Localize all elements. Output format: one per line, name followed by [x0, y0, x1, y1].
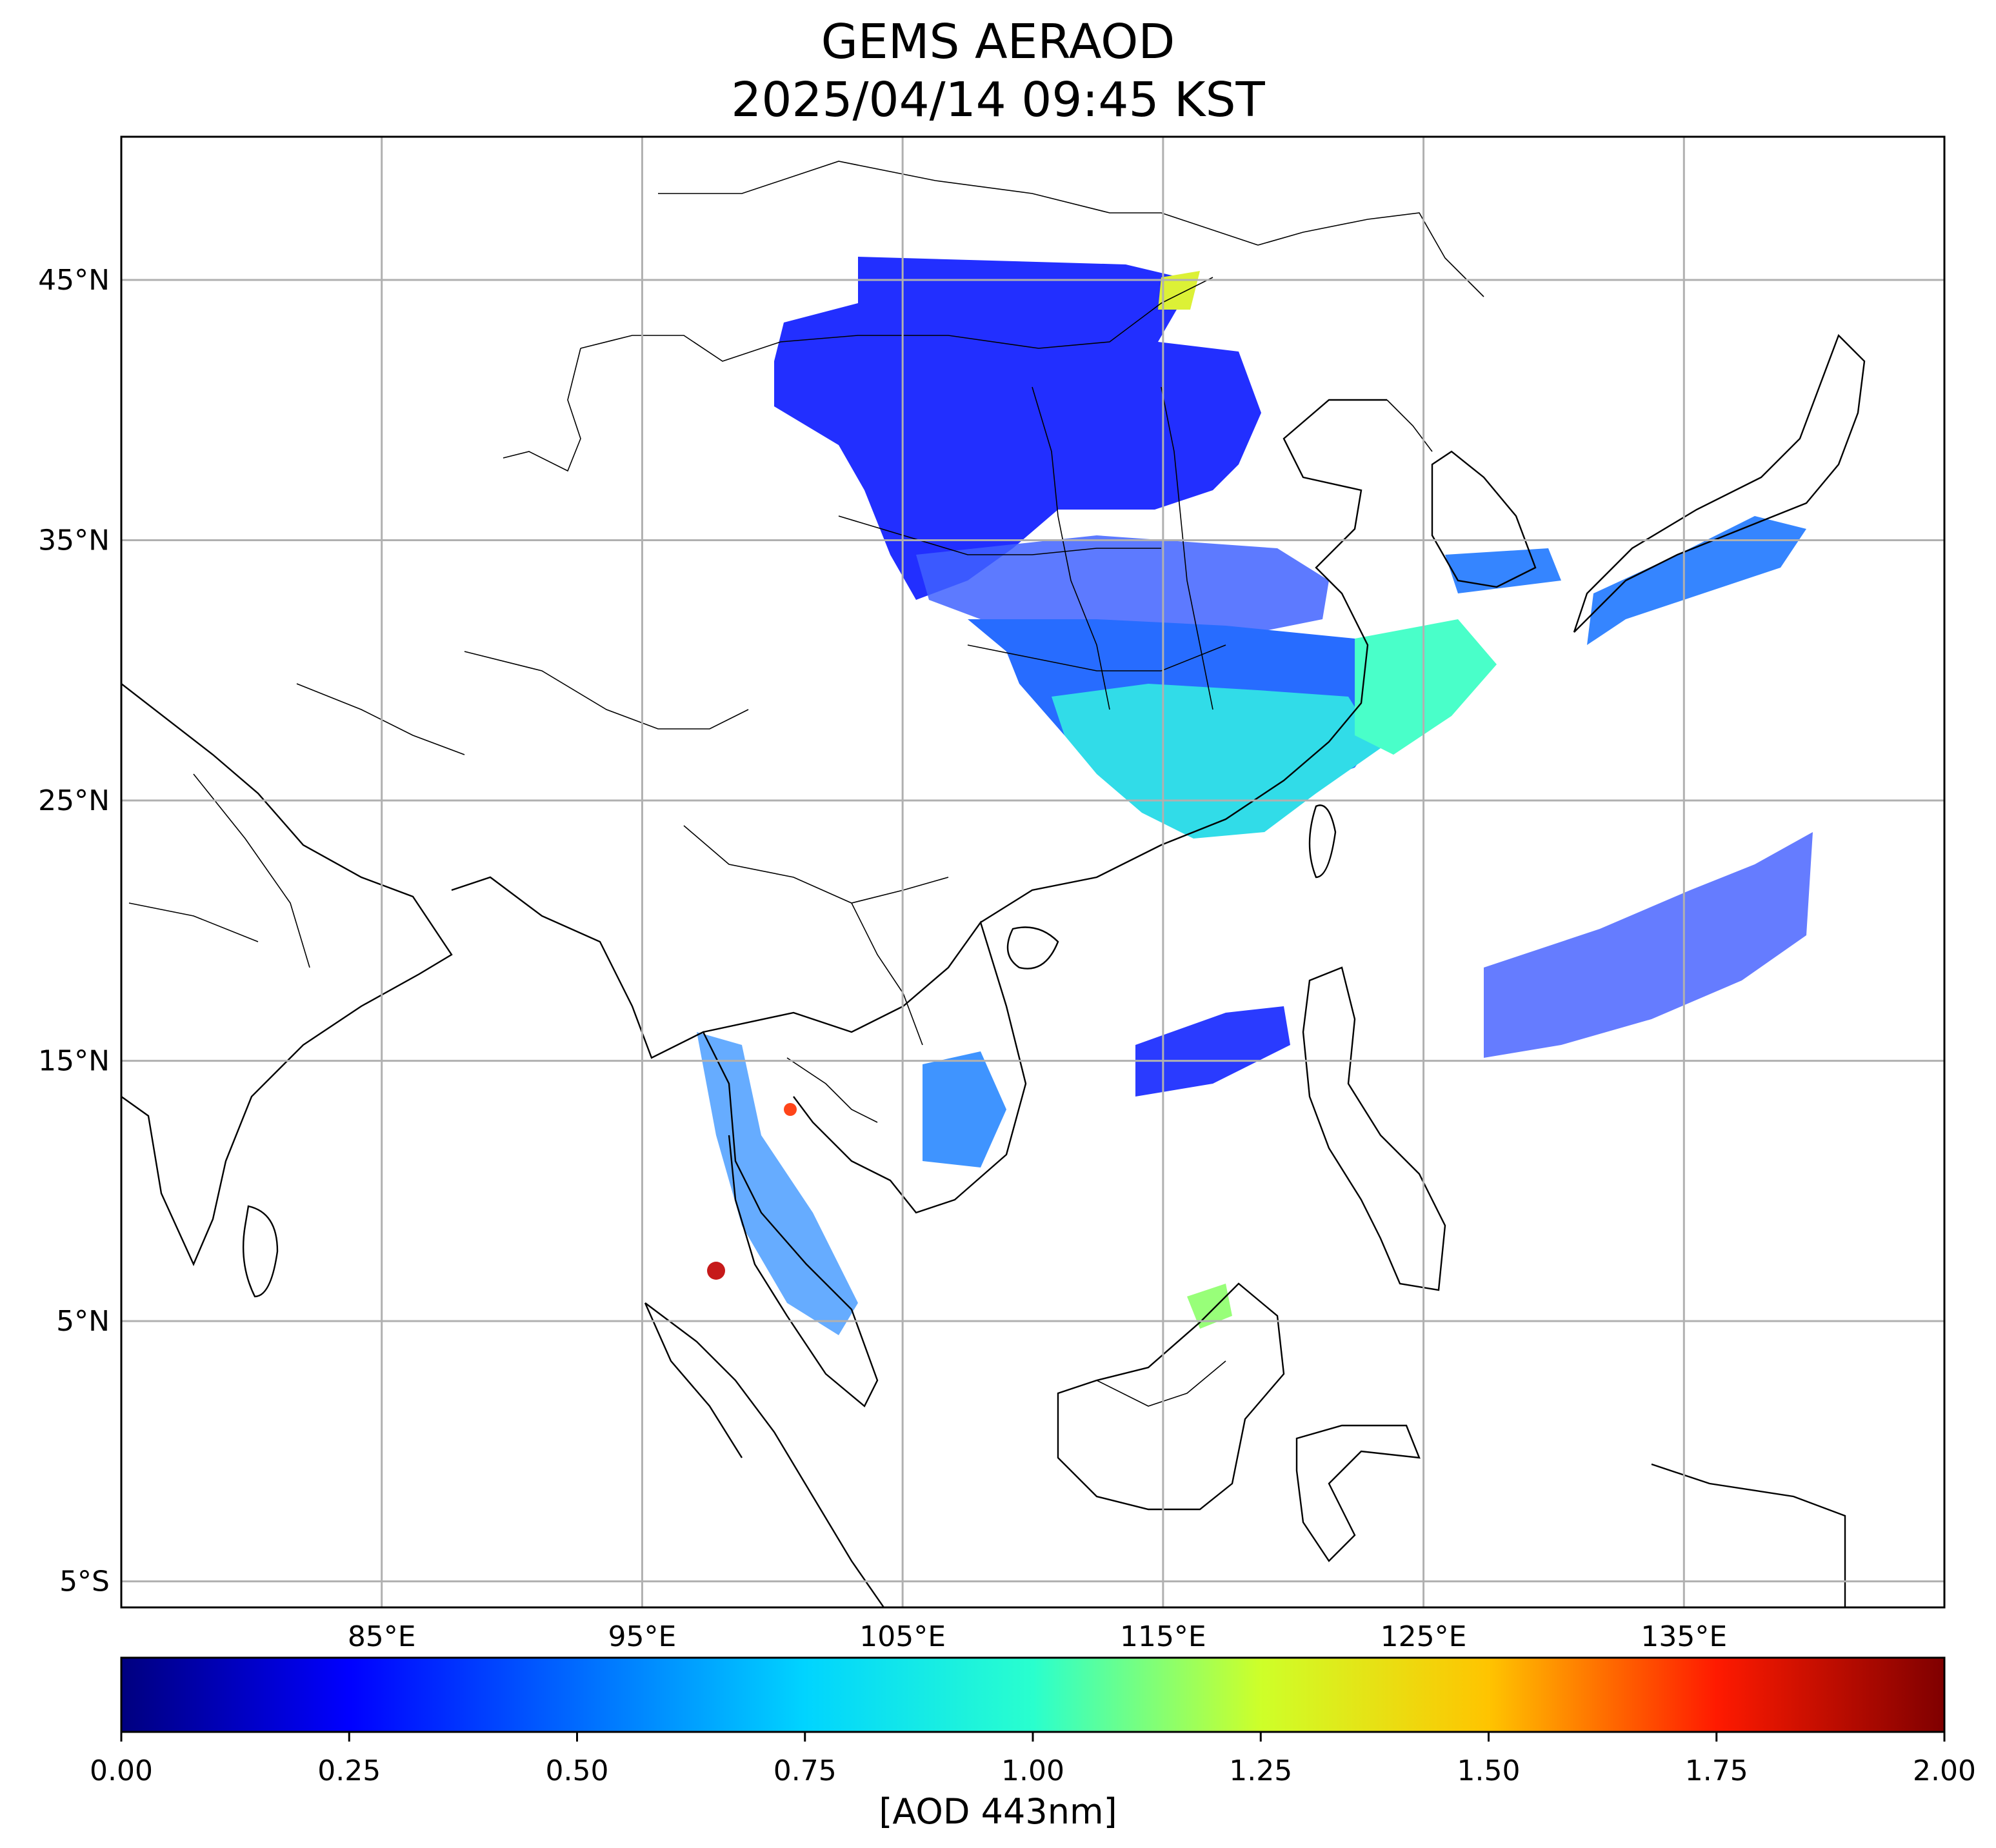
border-india-nepal [296, 683, 465, 755]
colorbar-tick-label: 1.25 [1229, 1754, 1292, 1787]
latitude-labels: 45°N 35°N 25°N 15°N 5°N 5°S [38, 264, 110, 1598]
colorbar-tick-label: 1.00 [1001, 1754, 1064, 1787]
coast-india [121, 683, 453, 1266]
border-china-russia-ne [1257, 212, 1484, 297]
colorbar-label: [AOD 443nm] [879, 1791, 1117, 1832]
coast-sri-lanka [242, 1205, 279, 1298]
coast-borneo [1057, 1282, 1285, 1511]
border-china-kazakhstan [580, 335, 781, 362]
coastline-layer [121, 333, 1866, 1607]
lat-tick-label: 25°N [38, 784, 110, 817]
lat-tick-label: 5°N [56, 1305, 110, 1338]
colorbar-gradient [121, 1658, 1944, 1732]
coast-burma-thailand-malay [451, 876, 879, 1407]
colorbar-tick-label: 1.75 [1685, 1754, 1748, 1787]
coast-taiwan [1308, 804, 1337, 879]
aod-patch-north-china [774, 257, 1261, 600]
border-provinces-d [1161, 386, 1213, 710]
coast-indochina [703, 920, 1027, 1214]
coast-hainan [1006, 926, 1059, 969]
lon-tick-label: 95°E [608, 1620, 677, 1653]
aod-patch-pacific [1484, 832, 1813, 1058]
gridline-layer [121, 137, 1944, 1607]
border-laos-vietnam [851, 902, 923, 1046]
coast-philippines [1302, 966, 1446, 1291]
lat-tick-label: 15°N [38, 1045, 110, 1078]
border-korea-china [1386, 399, 1433, 452]
aod-patch-borneo [1187, 1284, 1232, 1329]
border-provinces-a [838, 515, 1161, 555]
aod-patch-yellow-river [916, 535, 1329, 639]
border-china-central-asia [503, 348, 581, 472]
lon-tick-label: 125°E [1381, 1620, 1467, 1653]
colorbar-ticks: 0.00 0.25 0.50 0.75 1.00 1.25 1.50 1.75 2.00 [90, 1732, 1976, 1787]
lon-tick-label: 105°E [859, 1620, 946, 1653]
chart-title: GEMS AERAOD [821, 14, 1175, 70]
lon-tick-label: 85°E [348, 1620, 416, 1653]
coast-sumatra [644, 1302, 884, 1607]
coast-korea [1431, 450, 1537, 588]
lon-tick-label: 115°E [1120, 1620, 1206, 1653]
country-border-layer [128, 161, 1484, 1407]
coast-new-guinea [1651, 1463, 1846, 1607]
aod-spot-high [707, 1262, 725, 1280]
colorbar-tick-label: 2.00 [1913, 1754, 1976, 1787]
chart-subtitle: 2025/04/14 09:45 KST [731, 72, 1265, 128]
aod-patch-indochina [923, 1051, 1006, 1167]
border-thailand-cambodia [786, 1057, 878, 1123]
border-tibet-himalaya [464, 651, 749, 730]
border-china-indochina [683, 825, 949, 904]
border-provinces-b [967, 644, 1226, 671]
aod-patch-east-china-sea [1355, 619, 1497, 755]
coast-sulawesi [1295, 1424, 1421, 1562]
border-mongolia-russia [658, 161, 1259, 246]
lat-tick-label: 5°S [59, 1565, 110, 1598]
border-borneo [1096, 1360, 1226, 1407]
colorbar-tick-label: 1.50 [1457, 1754, 1521, 1787]
colorbar-tick-label: 0.50 [546, 1754, 609, 1787]
coast-china-east [980, 399, 1387, 924]
lat-tick-label: 35°N [38, 524, 110, 557]
coast-japan [1573, 333, 1866, 633]
aod-spot-high-2 [784, 1103, 797, 1116]
colorbar-tick-label: 0.25 [317, 1754, 381, 1787]
aod-patch-scs [1135, 1006, 1290, 1097]
colorbar-tick-label: 0.75 [773, 1754, 837, 1787]
longitude-labels: 85°E 95°E 105°E 115°E 125°E 135°E [348, 1620, 1727, 1653]
border-india-states [128, 773, 310, 968]
lat-tick-label: 45°N [38, 264, 110, 297]
aod-heatmap-layer [697, 257, 1813, 1335]
aod-patch-malay [697, 1032, 858, 1335]
border-china-mongolia [780, 277, 1213, 349]
lon-tick-label: 135°E [1641, 1620, 1727, 1653]
border-provinces-c [1032, 386, 1110, 710]
colorbar-tick-label: 0.00 [90, 1754, 153, 1787]
map-frame [120, 135, 1946, 1609]
